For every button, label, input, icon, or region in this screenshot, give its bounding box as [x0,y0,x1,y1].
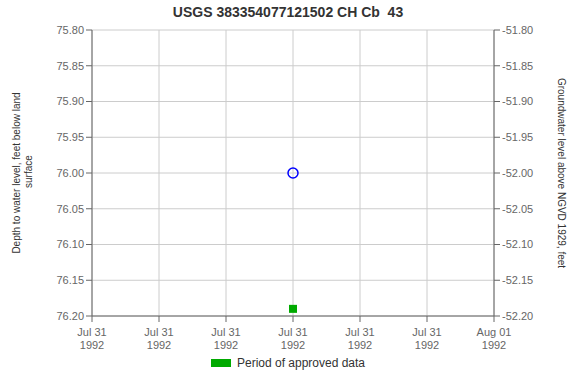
svg-text:Aug 011992: Aug 011992 [477,326,512,351]
svg-text:-52.00: -52.00 [502,167,533,179]
svg-text:-52.05: -52.05 [502,203,533,215]
svg-text:-51.95: -51.95 [502,131,533,143]
svg-text:75.95: 75.95 [56,131,84,143]
svg-text:Jul 311992: Jul 311992 [144,326,173,351]
svg-text:-52.10: -52.10 [502,238,533,250]
svg-text:76.05: 76.05 [56,203,84,215]
svg-text:75.85: 75.85 [56,60,84,72]
svg-text:-51.85: -51.85 [502,60,533,72]
svg-text:75.80: 75.80 [56,24,84,36]
svg-text:Jul 311992: Jul 311992 [412,326,441,351]
svg-text:76.00: 76.00 [56,167,84,179]
svg-text:Jul 311992: Jul 311992 [345,326,374,351]
svg-text:Groundwater level above NGVD 1: Groundwater level above NGVD 1929, feet [556,78,567,268]
svg-text:76.10: 76.10 [56,238,84,250]
svg-text:75.90: 75.90 [56,95,84,107]
svg-text:76.15: 76.15 [56,274,84,286]
svg-text:Jul 311992: Jul 311992 [211,326,240,351]
svg-text:-52.15: -52.15 [502,274,533,286]
svg-text:-52.20: -52.20 [502,310,533,322]
svg-text:76.20: 76.20 [56,310,84,322]
svg-text:-51.90: -51.90 [502,95,533,107]
html-text:USGS 383354077121502 CH Cb 43: USGS 383354077121502 CH Cb 43 [172,4,404,20]
svg-text:Depth to water level, feet bel: Depth to water level, feet below land su… [11,92,34,253]
svg-text:-51.80: -51.80 [502,24,533,36]
svg-text:Jul 311992: Jul 311992 [278,326,307,351]
svg-text:Jul 311992: Jul 311992 [77,326,106,351]
html-text:Period of approved data: Period of approved data [237,356,365,370]
